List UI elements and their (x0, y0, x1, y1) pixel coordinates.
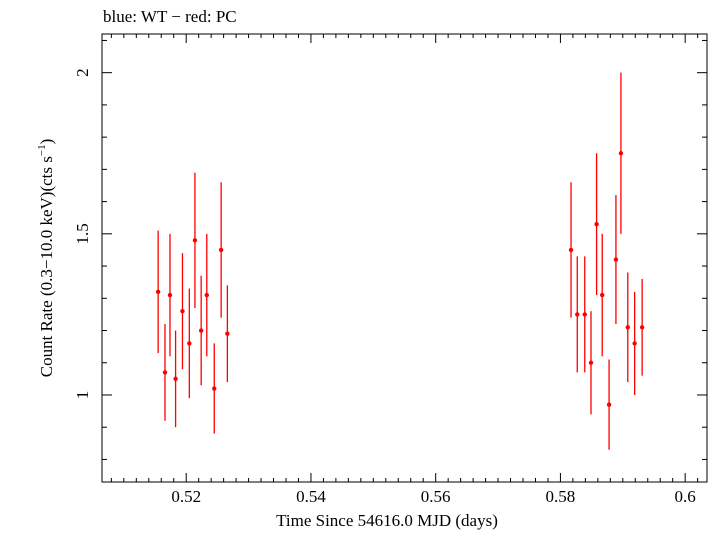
y-axis-label: Count Rate (0.3−10.0 keV)(cts s−1) (36, 139, 56, 378)
data-point (187, 341, 192, 346)
data-point (225, 331, 230, 336)
data-point (155, 289, 161, 295)
chart-title: blue: WT − red: PC (103, 7, 237, 26)
data-point (212, 386, 217, 391)
data-point (639, 325, 645, 330)
x-tick-label: 0.6 (675, 487, 696, 506)
x-tick-label: 0.58 (546, 487, 576, 506)
tick-labels: 0.52 0.54 0.56 0.58 0.6 1 1.5 2 (73, 68, 696, 506)
data-point (167, 292, 173, 298)
data-point (568, 247, 574, 253)
data-point (632, 341, 637, 346)
data-point (588, 360, 594, 365)
data-point (192, 238, 198, 243)
data-point (613, 257, 619, 262)
data-point (180, 308, 185, 314)
plot-frame (101, 33, 708, 483)
series-pc (155, 72, 645, 450)
x-tick-label: 0.54 (296, 487, 326, 506)
data-points (155, 72, 645, 450)
x-tick-label: 0.56 (421, 487, 451, 506)
data-point (582, 312, 587, 317)
data-point (173, 376, 178, 382)
y-axis-label-superscript: −1 (36, 144, 48, 156)
y-tick-label: 1.5 (73, 223, 92, 244)
data-point (625, 325, 630, 330)
data-point (198, 328, 204, 333)
data-point (600, 292, 605, 298)
data-point (606, 402, 612, 407)
x-axis-label: Time Since 54616.0 MJD (days) (276, 511, 498, 530)
data-point (162, 370, 168, 375)
data-point (204, 292, 209, 298)
y-axis-label-main: Count Rate (0.3−10.0 keV)(cts s (37, 156, 56, 377)
data-point (218, 247, 224, 253)
y-axis-label-suffix: ) (37, 139, 56, 145)
data-point (575, 312, 580, 317)
y-tick-label: 2 (73, 68, 92, 77)
y-tick-label: 1 (73, 391, 92, 400)
x-tick-label: 0.52 (171, 487, 201, 506)
tick-marks (102, 34, 707, 482)
data-point (618, 151, 624, 156)
data-point (594, 221, 599, 227)
